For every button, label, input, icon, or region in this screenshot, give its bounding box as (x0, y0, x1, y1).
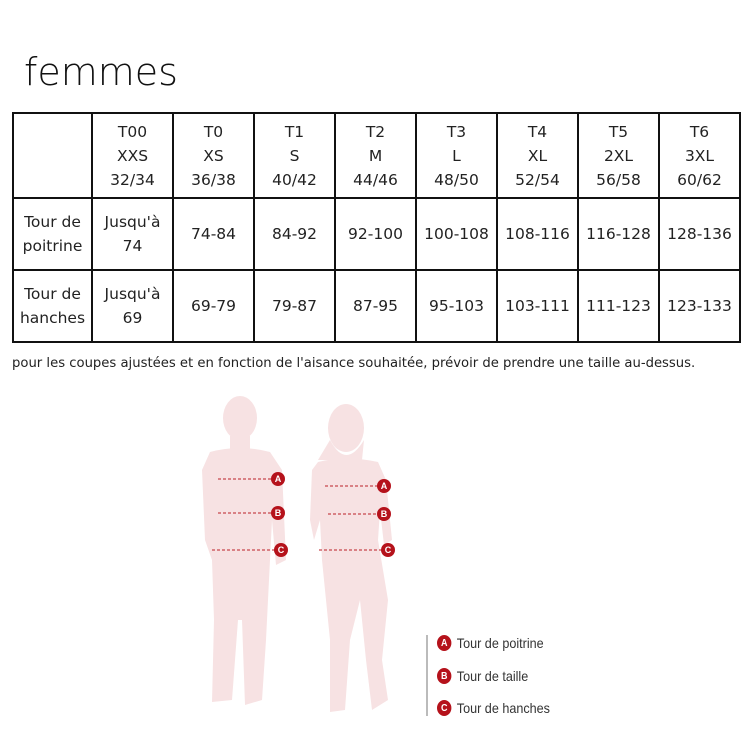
table-cell: 123-133 (658, 269, 741, 343)
table-cell: 128-136 (658, 197, 741, 271)
table-cell: 111-123 (577, 269, 660, 343)
row-label: Tour de hanches (12, 269, 93, 343)
badge-b-icon: B (437, 668, 452, 684)
fit-note: pour les coupes ajustées et en fonction … (12, 356, 696, 371)
table-cell: 79-87 (253, 269, 336, 343)
table-cell: 87-95 (334, 269, 417, 343)
size-header: T1 S 40/42 (253, 112, 336, 199)
female-silhouette (310, 404, 392, 712)
size-header: T2 M 44/46 (334, 112, 417, 199)
badge-c-icon: C (437, 700, 452, 716)
table-cell: 100-108 (415, 197, 498, 271)
size-header: T5 2XL 56/58 (577, 112, 660, 199)
size-header: T3 L 48/50 (415, 112, 498, 199)
legend-label: Tour de poitrine (456, 635, 544, 651)
svg-text:C: C (385, 545, 392, 555)
table-cell: 69-79 (172, 269, 255, 343)
table-row-poitrine: Tour de poitrine Jusqu'à 74 74-84 84-92 92… (12, 197, 741, 271)
legend-label: Tour de taille (456, 668, 529, 684)
size-table: T00 XXS 32/34 T0 XS 36/38 T1 S 40/42 T2 M 44/46 … (12, 112, 741, 343)
table-header-row: T00 XXS 32/34 T0 XS 36/38 T1 S 40/42 T2 M 44/46 … (12, 112, 741, 199)
row-label: Tour de poitrine (12, 197, 93, 271)
svg-text:B: B (381, 509, 388, 519)
table-cell: 103-111 (496, 269, 579, 343)
svg-text:C: C (278, 545, 285, 555)
table-cell: 108-116 (496, 197, 579, 271)
measure-lines (212, 478, 382, 551)
page-title: femmes (24, 50, 178, 94)
svg-text:B: B (275, 508, 282, 518)
badge-a-icon: A (437, 635, 452, 651)
table-cell: Jusqu'à 69 (91, 269, 174, 343)
table-row-hanches: Tour de hanches Jusqu'à 69 69-79 79-87 87-… (12, 269, 741, 343)
size-header: T4 XL 52/54 (496, 112, 579, 199)
legend-label: Tour de hanches (456, 700, 550, 716)
table-cell: 74-84 (172, 197, 255, 271)
male-silhouette (202, 396, 286, 705)
legend-item-b: B Tour de taille (437, 668, 528, 684)
size-header: T0 XS 36/38 (172, 112, 255, 199)
size-header: T00 XXS 32/34 (91, 112, 174, 199)
table-cell: 116-128 (577, 197, 660, 271)
svg-text:A: A (381, 481, 388, 491)
size-header: T6 3XL 60/62 (658, 112, 741, 199)
table-cell: 95-103 (415, 269, 498, 343)
legend-item-c: C Tour de hanches (437, 700, 550, 716)
table-cell: 84-92 (253, 197, 336, 271)
measure-badges: A B C A B C (271, 472, 395, 557)
svg-text:A: A (275, 474, 282, 484)
table-cell: Jusqu'à 74 (91, 197, 174, 271)
table-cell: 92-100 (334, 197, 417, 271)
empty-corner-cell (12, 112, 93, 199)
legend-item-a: A Tour de poitrine (437, 635, 544, 651)
